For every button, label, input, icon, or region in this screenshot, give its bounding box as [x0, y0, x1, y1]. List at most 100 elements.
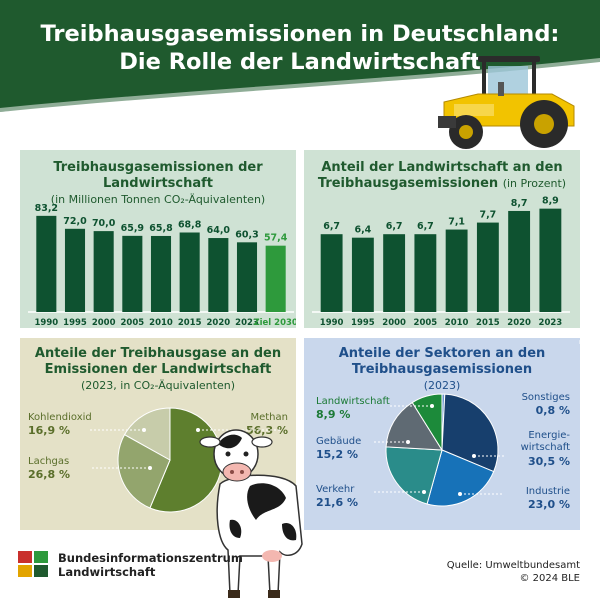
- leader-dot: [422, 490, 426, 494]
- panel2-subtitle: (in Prozent): [502, 177, 567, 190]
- label-landwirtschaft-name: Landwirtschaft: [316, 396, 390, 407]
- leader-dot: [472, 454, 476, 458]
- panel1-title-text: Treibhausgasemissionen der Landwirtschaf…: [53, 160, 263, 191]
- label-lachgas-name: Lachgas: [28, 456, 69, 467]
- bar-ziel-2030: [265, 245, 286, 312]
- source-line2: © 2024 BLE: [519, 573, 580, 584]
- value-label: 60,3: [235, 229, 258, 240]
- slice-kohlendioxid: [123, 407, 171, 461]
- tick-label: 1995: [63, 318, 87, 328]
- leader-dot: [148, 466, 152, 470]
- value-label: 57,4: [264, 233, 288, 244]
- tick-label: 2005: [120, 318, 144, 328]
- page-title-line1: Treibhausgasemissionen in Deutschland:: [40, 21, 560, 47]
- header-banner: [0, 0, 600, 112]
- tick-label: 2020: [206, 318, 230, 328]
- label-verkehr-name: Verkehr: [316, 484, 355, 495]
- panel3-title-text: Anteile der Treibhausgase an den Emissio…: [34, 346, 282, 377]
- chart-emissions-bars: 83,2 1990 72,0 1995 70,0 2000 65,9 2005 65,8 2010…: [28, 203, 296, 328]
- tick-label: 2020: [507, 318, 531, 328]
- tick-label: 2015: [178, 318, 202, 328]
- leader-dot: [406, 440, 410, 444]
- slice-gebäude: [385, 401, 443, 451]
- value-label: 8,7: [511, 198, 528, 209]
- panel4-title-text: Anteile der Sektoren an den Treibhausgas…: [338, 346, 546, 377]
- chart-share-bars: 6,7 1990 6,4 1995 6,7 2000 6,7 2005 7,1 2010 7,7 20…: [312, 196, 570, 328]
- leader-dot: [142, 428, 146, 432]
- source-note: Quelle: Umweltbundesamt © 2024 BLE: [447, 559, 580, 585]
- label-gebaeude-name: Gebäude: [316, 436, 361, 447]
- label-landwirtschaft-value: 8,9 %: [316, 408, 350, 421]
- tick-label: 2000: [92, 318, 116, 328]
- panel3-title: Anteile der Treibhausgase an den Emissio…: [20, 346, 296, 394]
- bar-2000: [93, 231, 114, 312]
- side-copyright: © BLE: [578, 331, 596, 346]
- bar-2020: [208, 238, 229, 312]
- label-industrie-value: 23,0 %: [528, 498, 570, 511]
- value-label: 7,1: [448, 217, 465, 228]
- page-title-line2: Die Rolle der Landwirtschaft: [119, 49, 481, 75]
- source-line1: Quelle: Umweltbundesamt: [446, 560, 580, 571]
- value-label: 65,8: [149, 223, 173, 234]
- tick-label: 2005: [414, 318, 438, 328]
- tick-label: 2023: [235, 318, 259, 328]
- tick-label: 2010: [149, 318, 173, 328]
- org-line2: Landwirtschaft: [58, 565, 156, 579]
- tick-label: 1990: [320, 318, 344, 328]
- bar-2015: [476, 222, 499, 312]
- panel4-title: Anteile der Sektoren an den Treibhausgas…: [304, 346, 580, 394]
- bar-2023: [236, 242, 258, 312]
- page-title: Treibhausgasemissionen in Deutschland: D…: [0, 20, 600, 76]
- tick-label: 1995: [351, 318, 375, 328]
- value-label: 83,2: [35, 203, 58, 214]
- cow-illustration: [199, 429, 303, 598]
- panel-emissions-agriculture: Treibhausgasemissionen der Landwirtschaf…: [20, 150, 296, 328]
- label-kohlendioxid-value: 16,9 %: [28, 424, 70, 437]
- bar-2010: [150, 235, 172, 312]
- label-energie-line2: wirtschaft: [521, 442, 571, 453]
- label-gebaeude-value: 15,2 %: [316, 448, 358, 461]
- value-label: 65,9: [121, 223, 144, 234]
- bar-1990: [320, 234, 343, 312]
- value-label: 6,4: [354, 225, 371, 236]
- panel1-title: Treibhausgasemissionen der Landwirtschaf…: [20, 160, 296, 208]
- value-label: 72,0: [63, 216, 87, 227]
- value-label: 7,7: [479, 210, 496, 221]
- org-line1: Bundesinformationszentrum: [58, 551, 243, 565]
- bar-2005: [414, 234, 437, 312]
- leader-dot: [430, 404, 434, 408]
- label-energie-value: 30,5 %: [528, 455, 570, 468]
- leader-dot: [458, 492, 462, 496]
- bar-2015: [179, 232, 200, 312]
- panel-agriculture-share: Anteil der Landwirtschaft an den Treibha…: [304, 150, 580, 328]
- label-industrie-name: Industrie: [526, 486, 570, 497]
- panel-sector-shares: Anteile der Sektoren an den Treibhausgas…: [304, 338, 580, 530]
- tractor-illustration: [438, 56, 575, 149]
- panel2-title: Anteil der Landwirtschaft an den Treibha…: [304, 160, 580, 192]
- slice-energiewirtschaft: [441, 393, 499, 473]
- value-label: 64,0: [207, 225, 231, 236]
- label-kohlendioxid-name: Kohlendioxid: [28, 412, 92, 423]
- label-sonstiges-value: 0,8 %: [536, 404, 570, 417]
- panel1-subtitle: (in Millionen Tonnen CO₂-Äquivalenten): [50, 193, 266, 206]
- tick-label: 1990: [34, 318, 58, 328]
- bar-2010: [445, 229, 468, 312]
- value-label: 8,9: [542, 196, 559, 207]
- panel2-title-text: Anteil der Landwirtschaft an den Treibha…: [317, 160, 563, 191]
- leader-dot: [196, 428, 200, 432]
- tick-label: 2010: [445, 318, 469, 328]
- bar-2005: [122, 235, 143, 312]
- slice-landwirtschaft: [411, 393, 443, 452]
- value-label: 68,8: [178, 219, 202, 230]
- value-label: 70,0: [92, 218, 116, 229]
- panel3-subtitle: (2023, in CO₂-Äquivalenten): [80, 379, 235, 392]
- bar-2023: [539, 208, 562, 312]
- label-energie-line1: Energie-: [528, 430, 570, 441]
- panel4-subtitle: (2023): [423, 379, 461, 392]
- slice-verkehr: [385, 446, 443, 505]
- bar-2020: [508, 210, 531, 312]
- bar-1995: [64, 228, 86, 312]
- label-sonstiges-name: Sonstiges: [522, 392, 570, 403]
- slice-industrie: [426, 449, 495, 507]
